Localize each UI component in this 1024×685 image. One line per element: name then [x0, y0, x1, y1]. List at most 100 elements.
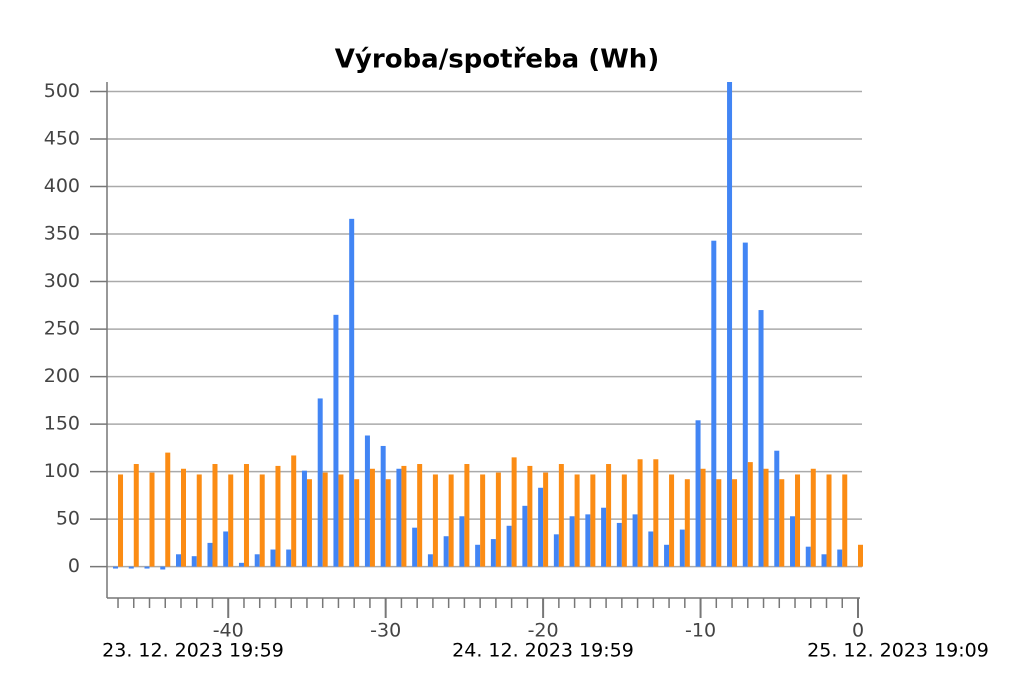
- bar: [354, 479, 360, 567]
- bar: [396, 468, 402, 567]
- bar: [543, 472, 549, 567]
- x-tick-label: -20: [528, 620, 559, 642]
- bar: [558, 464, 564, 567]
- bar: [448, 474, 454, 567]
- bar: [842, 474, 848, 567]
- bar: [700, 468, 706, 567]
- bar: [228, 474, 234, 567]
- bar: [427, 554, 433, 567]
- bar: [128, 566, 134, 569]
- bar: [495, 472, 501, 567]
- bar: [790, 516, 796, 567]
- date-label: 25. 12. 2023 19:09: [807, 640, 989, 662]
- bar: [212, 464, 218, 567]
- bar: [810, 468, 816, 567]
- bar: [149, 472, 155, 567]
- bar: [349, 218, 355, 567]
- bar: [322, 472, 328, 567]
- bar: [805, 546, 811, 567]
- bar: [160, 566, 166, 570]
- bar: [317, 398, 323, 567]
- bar: [621, 474, 627, 567]
- y-tick-label: 150: [44, 413, 80, 435]
- bar: [742, 242, 748, 567]
- bar: [464, 464, 470, 567]
- bar: [585, 514, 591, 567]
- bar: [223, 531, 229, 567]
- bar: [538, 487, 544, 567]
- bar: [527, 465, 533, 567]
- bar: [553, 534, 559, 567]
- bar: [113, 566, 119, 569]
- bar: [826, 474, 832, 567]
- bar: [475, 544, 481, 567]
- bar: [858, 544, 863, 567]
- bar: [133, 464, 139, 567]
- y-tick-label: 200: [44, 365, 80, 387]
- bar: [364, 435, 370, 567]
- y-tick-label: 450: [44, 128, 80, 150]
- bar: [191, 556, 197, 567]
- bar: [369, 468, 375, 567]
- bar: [443, 536, 449, 567]
- bar: [238, 562, 244, 567]
- bar: [653, 459, 659, 567]
- bar: [275, 465, 281, 567]
- bar: [779, 479, 785, 567]
- y-tick-label: 400: [44, 175, 80, 197]
- bar: [401, 465, 407, 567]
- bar: [259, 474, 265, 567]
- bar: [774, 450, 780, 567]
- bar: [837, 549, 843, 567]
- y-tick-label: 500: [44, 80, 80, 102]
- bar: [306, 479, 312, 567]
- bar: [490, 539, 496, 567]
- bar: [291, 455, 297, 567]
- bar: [664, 544, 670, 567]
- bar: [385, 479, 391, 567]
- y-tick-label: 250: [44, 318, 80, 340]
- bar: [270, 549, 276, 567]
- bar: [590, 474, 596, 567]
- bar: [118, 474, 124, 567]
- x-tick-label: -10: [685, 620, 716, 642]
- bar: [432, 474, 438, 567]
- bar: [286, 549, 292, 567]
- bar: [165, 452, 171, 567]
- bar: [574, 474, 580, 567]
- bar: [522, 505, 528, 567]
- bar: [506, 525, 512, 567]
- bar: [679, 529, 685, 567]
- bar: [417, 464, 423, 567]
- bar: [338, 474, 344, 567]
- bar: [669, 474, 675, 567]
- bar: [727, 82, 733, 567]
- bar: [459, 516, 465, 567]
- x-tick-label: 0: [852, 620, 864, 642]
- date-label: 23. 12. 2023 19:59: [102, 640, 284, 662]
- bar: [684, 479, 690, 567]
- bar: [732, 479, 738, 567]
- bar: [821, 554, 827, 567]
- bar: [601, 507, 607, 567]
- bar: [196, 474, 202, 567]
- bar: [412, 527, 418, 567]
- bar: [695, 420, 701, 567]
- bar: [207, 542, 213, 567]
- y-tick-label: 100: [44, 460, 80, 482]
- bar: [616, 522, 622, 567]
- bar: [175, 554, 181, 567]
- bar: [254, 554, 260, 567]
- bar: [243, 464, 249, 567]
- y-tick-label: 350: [44, 223, 80, 245]
- bar: [380, 445, 386, 567]
- bar: [648, 531, 654, 567]
- bar: [180, 468, 186, 567]
- bar: [747, 462, 753, 567]
- bar: [511, 457, 517, 567]
- bar: [763, 468, 769, 567]
- bar: [637, 459, 643, 567]
- chart-title: Výroba/spotřeba (Wh): [335, 45, 659, 75]
- date-label: 24. 12. 2023 19:59: [452, 640, 634, 662]
